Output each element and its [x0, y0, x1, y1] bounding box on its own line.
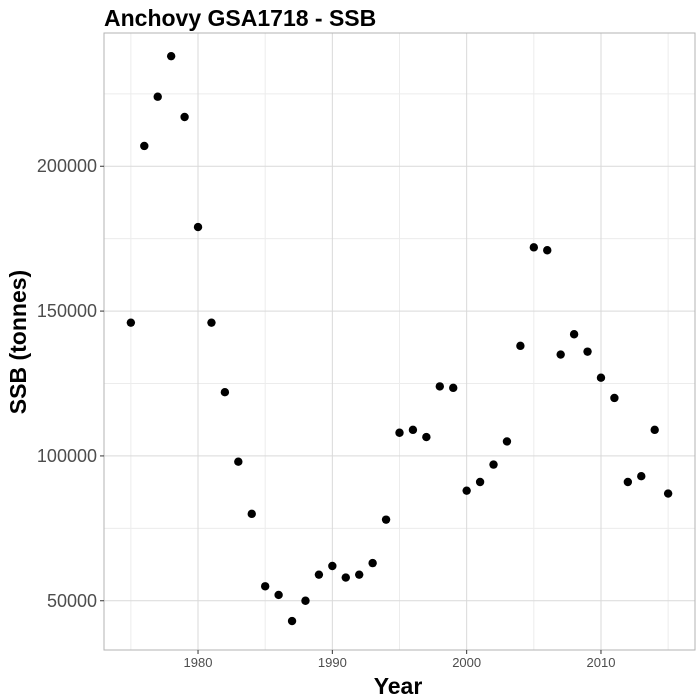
data-point: [475, 477, 485, 487]
data-point: [569, 330, 579, 339]
data-point: [247, 509, 256, 519]
data-point: [408, 425, 418, 435]
data-point: [126, 318, 136, 327]
data-point: [287, 616, 297, 626]
plot-panel: [103, 32, 696, 651]
y-tick-label: 100000: [37, 446, 97, 466]
chart-title: Anchovy GSA1718 - SSB: [104, 5, 376, 31]
y-axis-title: SSB (tonnes): [5, 270, 31, 414]
x-axis-title: Year: [374, 673, 423, 699]
x-tick-label: 1990: [318, 655, 347, 670]
data-point: [314, 570, 324, 579]
x-tick-label: 2010: [587, 655, 616, 670]
data-point: [610, 393, 619, 403]
data-point: [260, 582, 270, 591]
data-point: [207, 318, 216, 327]
data-point: [355, 570, 364, 579]
x-axis-ticks: 1980 1990 2000 2010: [184, 650, 616, 670]
data-point: [381, 515, 391, 524]
data-point: [180, 112, 189, 122]
data-point: [368, 558, 377, 568]
y-tick-label: 200000: [37, 156, 97, 176]
x-tick-label: 2000: [452, 655, 481, 670]
data-point: [166, 51, 176, 61]
data-point: [435, 382, 444, 391]
data-point: [422, 432, 431, 442]
data-point: [220, 387, 230, 397]
data-point: [623, 477, 633, 487]
data-point: [328, 561, 337, 571]
data-point: [650, 425, 659, 435]
data-point: [663, 489, 673, 498]
data-point: [556, 350, 565, 359]
data-point: [583, 347, 592, 356]
data-point: [596, 373, 606, 382]
y-tick-label: 50000: [47, 591, 97, 611]
data-point: [274, 590, 283, 600]
y-axis-ticks: 50000 100000 150000 200000: [37, 156, 104, 611]
data-point: [140, 141, 149, 151]
x-tick-label: 1980: [184, 655, 213, 670]
data-point: [301, 596, 310, 605]
y-tick-label: 150000: [37, 301, 97, 321]
data-point: [489, 460, 498, 469]
data-point: [543, 246, 552, 255]
major-gridlines: [104, 33, 695, 650]
data-point: [395, 428, 404, 437]
data-point: [449, 383, 458, 393]
data-point: [193, 222, 203, 232]
data-point: [341, 573, 350, 582]
data-point: [529, 243, 539, 252]
data-point: [462, 486, 471, 495]
data-point: [502, 437, 512, 446]
data-point: [153, 92, 162, 101]
data-point: [234, 457, 243, 466]
minor-gridlines: [104, 33, 695, 650]
data-point: [637, 471, 646, 481]
data-point: [516, 341, 525, 351]
data-points: [126, 51, 673, 626]
